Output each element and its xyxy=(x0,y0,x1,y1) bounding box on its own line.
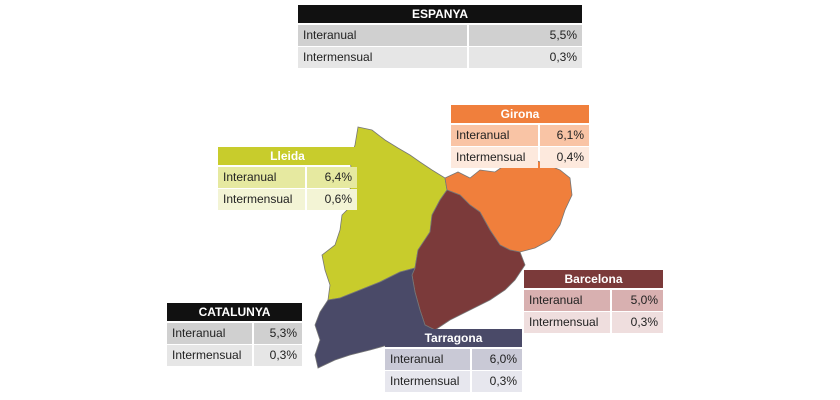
row-value: 5,0% xyxy=(631,293,659,307)
row-label-cell xyxy=(451,125,538,146)
row-label: Interanual xyxy=(223,170,276,184)
row-value-cell xyxy=(307,167,357,188)
row-value: 6,4% xyxy=(325,170,353,184)
row-value-cell xyxy=(540,125,589,146)
row-label: Interanual xyxy=(529,293,582,307)
barcelona-region xyxy=(411,189,526,331)
table-header xyxy=(524,270,663,288)
table-header xyxy=(451,105,589,123)
row-label-cell xyxy=(167,345,252,366)
table-title: Lleida xyxy=(270,149,305,163)
table-header xyxy=(298,5,582,23)
row-label-cell xyxy=(451,147,538,168)
table-title: Girona xyxy=(501,107,540,121)
row-value: 0,3% xyxy=(270,348,298,362)
table-header xyxy=(218,147,357,165)
row-value: 0,3% xyxy=(490,374,518,388)
row-label: Intermensual xyxy=(456,150,525,164)
row-value: 5,3% xyxy=(270,326,298,340)
row-label: Interanual xyxy=(390,352,443,366)
table-title: Barcelona xyxy=(564,272,622,286)
table-title: Tarragona xyxy=(425,331,483,345)
row-value: 0,3% xyxy=(631,315,659,329)
row-label: Intermensual xyxy=(390,374,459,388)
row-value: 0,3% xyxy=(550,50,578,64)
row-value-cell xyxy=(472,371,522,392)
row-label-cell xyxy=(385,349,470,370)
row-value-cell xyxy=(469,47,582,68)
row-label: Intermensual xyxy=(529,315,598,329)
table-title: ESPANYA xyxy=(412,7,468,21)
row-value-cell xyxy=(612,290,663,311)
row-label-cell xyxy=(218,189,305,210)
row-value-cell xyxy=(540,147,589,168)
row-label-cell xyxy=(524,290,610,311)
row-label-cell xyxy=(298,25,467,46)
row-value-cell xyxy=(254,345,302,366)
table-header xyxy=(385,329,522,347)
row-label: Intermensual xyxy=(172,348,241,362)
row-value: 6,0% xyxy=(490,352,518,366)
row-label-cell xyxy=(385,371,470,392)
row-label: Interanual xyxy=(303,28,356,42)
row-value-cell xyxy=(254,323,302,344)
row-value: 0,6% xyxy=(325,192,353,206)
row-label: Interanual xyxy=(456,128,509,142)
table-header xyxy=(167,303,302,321)
row-value: 0,4% xyxy=(557,150,585,164)
row-value-cell xyxy=(472,349,522,370)
row-value-cell xyxy=(469,25,582,46)
row-label-cell xyxy=(218,167,305,188)
row-label-cell xyxy=(298,47,467,68)
row-label-cell xyxy=(524,312,610,333)
row-label: Intermensual xyxy=(223,192,292,206)
row-value: 5,5% xyxy=(550,28,578,42)
row-value: 6,1% xyxy=(557,128,585,142)
row-value-cell xyxy=(612,312,663,333)
row-label: Intermensual xyxy=(303,50,372,64)
row-value-cell xyxy=(307,189,357,210)
row-label-cell xyxy=(167,323,252,344)
row-label: Interanual xyxy=(172,326,225,340)
table-title: CATALUNYA xyxy=(199,305,271,319)
